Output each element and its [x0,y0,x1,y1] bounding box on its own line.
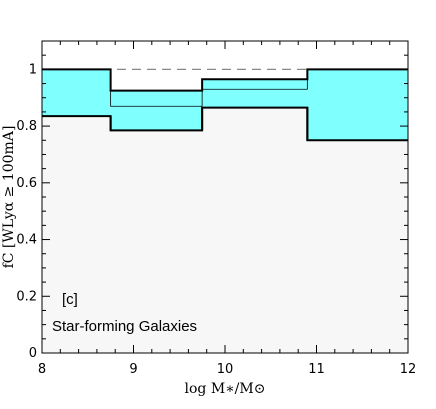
below-region-bin [307,140,408,353]
upper-bound-line [42,68,408,92]
y-tick-label: 0.8 [16,119,37,134]
y-tick-label: 0 [29,346,37,361]
confidence-band-bin [110,90,203,131]
confidence-band-bin [202,79,308,108]
y-tick-label: 0.2 [16,289,37,304]
sample-label: Star-forming Galaxies [52,318,197,335]
x-axis-title: log M∗/M⊙ [185,381,266,397]
x-tick-label: 10 [217,362,234,377]
x-tick-label: 9 [129,362,137,377]
below-region-bin [110,130,203,353]
panel-label: [c] [62,291,78,308]
y-tick-label: 0.6 [16,176,37,191]
tick-layer: 8 9 10 11 12 0 0.2 0.4 0.6 0.8 1 [16,41,416,377]
y-axis-title: fC [WLyα ≥ 100mA] [1,126,17,269]
fill-layer [42,69,408,354]
below-region-bin [42,116,111,353]
x-tick-label: 12 [400,362,417,377]
y-tick-label: 0.4 [16,233,37,248]
y-tick-label: 1 [29,62,37,77]
below-region-bin [202,107,308,354]
line-layer [42,68,408,142]
confidence-band-bin [307,69,408,141]
x-tick-label: 11 [308,362,325,377]
confidence-band-bin [42,69,111,117]
x-tick-label: 8 [38,362,46,377]
